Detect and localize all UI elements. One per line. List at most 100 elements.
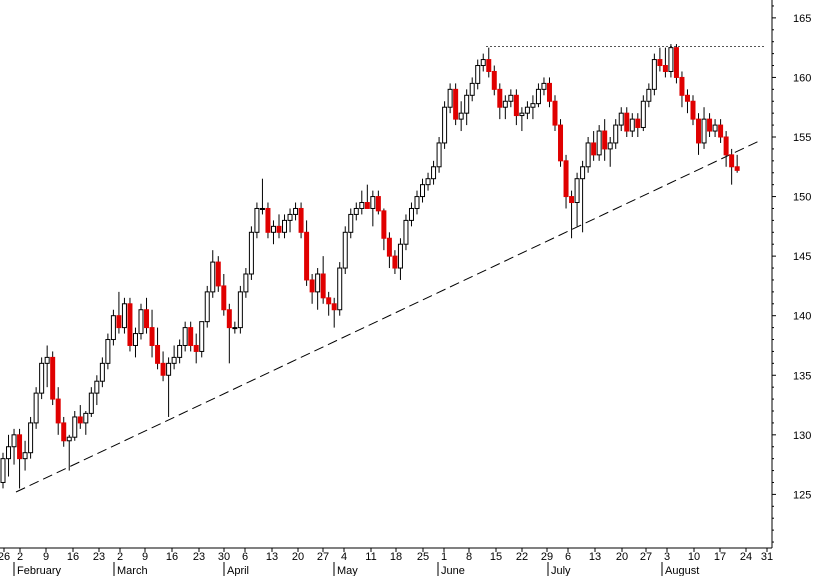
- candle-up: [359, 190, 365, 215]
- candle-up: [22, 440, 28, 471]
- candle-body: [552, 100, 558, 126]
- candle-body: [193, 344, 199, 352]
- candle-down: [386, 232, 392, 269]
- x-day-label: 6: [565, 551, 571, 563]
- candle-body: [33, 392, 39, 424]
- candle-down: [326, 291, 332, 316]
- candle-body: [144, 309, 150, 329]
- candle-up: [105, 333, 111, 370]
- candle-body: [121, 303, 127, 329]
- candle-down: [381, 208, 387, 251]
- candle-body: [651, 59, 657, 90]
- candle-down: [569, 190, 575, 239]
- candle-down: [558, 119, 564, 167]
- support-trendline: [15, 140, 761, 493]
- candle-up: [508, 89, 514, 108]
- candle-down: [276, 214, 282, 239]
- x-day-label: 2: [17, 551, 23, 563]
- candle-down: [160, 351, 166, 382]
- candle-up: [425, 172, 431, 191]
- candle-up: [94, 375, 100, 406]
- candle-up: [171, 345, 177, 370]
- candle-down: [188, 321, 194, 352]
- candle-down: [193, 333, 199, 364]
- candle-body: [657, 59, 663, 67]
- x-day-label: 13: [589, 551, 601, 563]
- candle-body: [221, 285, 227, 311]
- candle-body: [17, 434, 23, 460]
- candle-down: [513, 89, 519, 126]
- candle-body: [61, 422, 67, 442]
- candle-down: [546, 77, 552, 108]
- x-axis: 26 2 9 16 23 2 9 16 23 30 6 13 20 27 4 11 18 25 1 8 15 22 29 6 1…: [0, 548, 773, 576]
- candle-up: [464, 89, 470, 126]
- x-day-label: 18: [390, 551, 402, 563]
- x-day-label: 27: [317, 551, 329, 563]
- candle-down: [729, 148, 735, 185]
- candle-down: [657, 47, 663, 72]
- candle-down: [453, 83, 459, 126]
- candle-body: [414, 196, 420, 209]
- candle-up: [607, 137, 613, 167]
- candle-body: [99, 362, 105, 382]
- candle-body: [337, 267, 343, 311]
- candle-body: [696, 118, 702, 144]
- candle-body: [535, 88, 541, 105]
- candle-up: [110, 309, 116, 346]
- candle-body: [22, 452, 28, 460]
- x-day-label: 2: [117, 551, 123, 563]
- x-day-label: 13: [266, 551, 278, 563]
- candle-body: [569, 196, 575, 204]
- candle-body: [580, 166, 586, 180]
- candle-down: [696, 113, 702, 155]
- x-day-label: 4: [341, 551, 347, 563]
- y-tick-label: 140: [793, 311, 811, 323]
- month-separators: [13, 562, 663, 576]
- candle-body: [315, 273, 321, 293]
- x-day-label: 30: [218, 551, 230, 563]
- candle-body: [453, 88, 459, 120]
- candle-down: [392, 250, 398, 274]
- candle-down: [707, 113, 713, 137]
- candle-body: [602, 130, 608, 150]
- candle-up: [270, 220, 276, 245]
- candle-body: [55, 398, 61, 424]
- candle-down: [364, 184, 370, 209]
- candle-body: [309, 279, 315, 293]
- candle-body: [204, 291, 210, 323]
- candle-up: [668, 44, 674, 78]
- candle-down: [563, 154, 569, 209]
- candle-up: [535, 83, 541, 108]
- candle-up: [44, 345, 50, 388]
- candle-body: [155, 344, 161, 364]
- candle-body: [524, 106, 530, 114]
- candle-body: [132, 333, 138, 346]
- candle-up: [11, 428, 17, 465]
- candle-body: [50, 356, 56, 400]
- x-day-label: 22: [516, 551, 528, 563]
- candle-body: [116, 315, 122, 329]
- candle-body: [237, 291, 243, 329]
- candle-body: [718, 124, 724, 138]
- candle-body: [39, 362, 45, 394]
- candle-body: [436, 142, 442, 168]
- candle-up: [88, 387, 94, 417]
- candle-body: [243, 273, 249, 293]
- candle-body: [475, 65, 481, 84]
- candle-down: [723, 131, 729, 167]
- candle-up: [182, 321, 188, 352]
- candle-down: [679, 71, 685, 108]
- candle-body: [629, 118, 635, 132]
- candle-up: [33, 387, 39, 429]
- candle-body: [668, 47, 674, 72]
- candle-body: [370, 196, 376, 209]
- candle-up: [469, 77, 475, 102]
- candle-down: [309, 274, 315, 304]
- candle-down: [662, 47, 668, 78]
- x-day-label: 11: [365, 551, 376, 563]
- candle-body: [270, 225, 276, 233]
- x-day-label: 31: [761, 551, 773, 563]
- y-tick-label: 160: [793, 72, 811, 84]
- x-month-label: February: [17, 565, 62, 576]
